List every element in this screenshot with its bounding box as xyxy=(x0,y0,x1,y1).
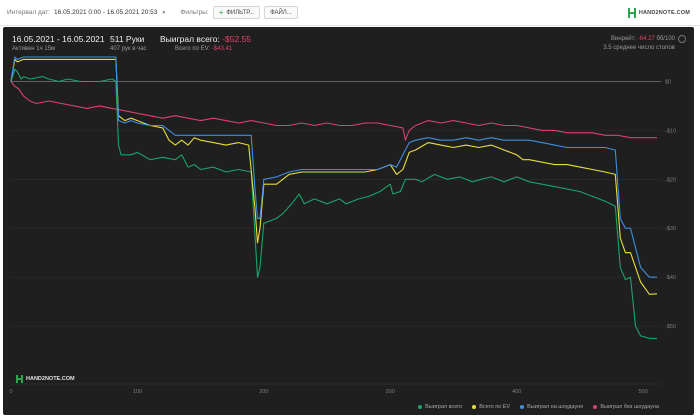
legend-dot xyxy=(418,405,423,409)
filter-button[interactable]: + ФИЛЬТР... xyxy=(212,6,261,19)
date-range-value: 16.05.2021 0:00 - 16.05.2021 20:53 xyxy=(54,9,158,16)
series-line-showdown xyxy=(10,56,657,278)
hand2note-logo-icon xyxy=(627,8,636,18)
legend-item-ev: Всего по EV xyxy=(472,404,510,410)
winrate-stat: Винрейт: -64.27 бб/100 3.5 среднее число… xyxy=(603,35,675,53)
graph-legend: Выиграл всего Всего по EV Выиграл на шоу… xyxy=(418,404,659,410)
legend-label: Выиграл на шоудауне xyxy=(527,404,584,410)
chevron-down-icon: ▼ xyxy=(161,9,167,16)
date-stat: 16.05.2021 - 16.05.2021 Активен 1ч 15м xyxy=(12,34,105,52)
won-stat: Выиграл всего: -$52.55 Всего по EV: -$43… xyxy=(160,34,251,52)
won-total-label: Выиграл всего: xyxy=(160,34,220,44)
winrate-value: -64.27 xyxy=(637,36,655,42)
y-tick-label: -$40 xyxy=(665,275,676,281)
filter-button-label: ФИЛЬТР... xyxy=(226,9,255,16)
filters-label: Фильтры: xyxy=(180,9,209,16)
interval-label: Интервал дат: xyxy=(7,9,51,16)
legend-dot xyxy=(472,405,477,409)
y-tick-label: -$10 xyxy=(665,128,676,134)
graph-watermark: HAND2NOTE.COM xyxy=(16,375,75,383)
hands-rate: 407 рук в час xyxy=(110,46,147,52)
brand-logo-text: HAND2NOTE.COM xyxy=(638,10,690,16)
won-total-value: -$52.55 xyxy=(222,34,252,44)
x-tick-label: 400 xyxy=(512,389,521,395)
x-tick-label: 0 xyxy=(9,389,12,395)
x-tick-label: 500 xyxy=(639,389,648,395)
legend-item-nonshowdown: Выиграл без шоудауна xyxy=(593,404,659,410)
date-title: 16.05.2021 - 16.05.2021 xyxy=(12,34,105,44)
legend-label: Всего по EV xyxy=(479,404,511,410)
profit-graph: $0 -$10 -$20 -$30 -$40 -$50 0 100 200 300 400 500 xyxy=(9,56,676,395)
legend-label: Выиграл всего xyxy=(425,404,463,410)
gear-icon[interactable] xyxy=(678,35,686,43)
hand2note-watermark-icon xyxy=(16,375,23,383)
x-tick-label: 100 xyxy=(133,389,142,395)
legend-dot xyxy=(520,405,525,409)
graph-panel: 16.05.2021 - 16.05.2021 Активен 1ч 15м 5… xyxy=(3,27,694,415)
date-range-selector[interactable]: 16.05.2021 0:00 - 16.05.2021 20:53 ▼ xyxy=(54,9,166,16)
watermark-text: HAND2NOTE.COM xyxy=(26,376,75,382)
series-line-nonshowdown xyxy=(10,81,657,141)
legend-dot xyxy=(593,405,598,409)
active-duration: Активен 1ч 15м xyxy=(12,46,56,52)
top-toolbar: Интервал дат: 16.05.2021 0:00 - 16.05.20… xyxy=(0,0,700,26)
series-line-won xyxy=(10,68,658,340)
x-tick-label: 300 xyxy=(386,389,395,395)
ev-value: -$43.41 xyxy=(211,46,233,52)
legend-label: Выиграл без шоудауна xyxy=(600,404,659,410)
legend-item-won: Выиграл всего xyxy=(418,404,462,410)
y-tick-label: $0 xyxy=(665,79,671,85)
plus-icon: + xyxy=(218,7,224,17)
brand-logo: HAND2NOTE.COM xyxy=(627,8,690,18)
hands-stat: 511 Руки 407 рук в час xyxy=(110,34,147,52)
x-tick-label: 200 xyxy=(259,389,268,395)
y-tick-label: -$50 xyxy=(665,324,676,330)
file-button-label: ФАЙЛ... xyxy=(270,9,292,16)
ev-label: Всего по EV: xyxy=(175,46,211,52)
file-button[interactable]: ФАЙЛ... xyxy=(264,6,298,19)
y-tick-label: -$30 xyxy=(665,226,676,232)
legend-item-showdown: Выиграл на шоудауне xyxy=(520,404,583,410)
hands-count: 511 Руки xyxy=(110,34,145,44)
series-line-ev xyxy=(10,58,658,295)
winrate-label: Винрейт: xyxy=(610,36,637,42)
y-tick-label: -$20 xyxy=(665,177,676,183)
winrate-unit: бб/100 xyxy=(656,36,675,42)
tables-average: 3.5 среднее число столов xyxy=(603,45,675,51)
